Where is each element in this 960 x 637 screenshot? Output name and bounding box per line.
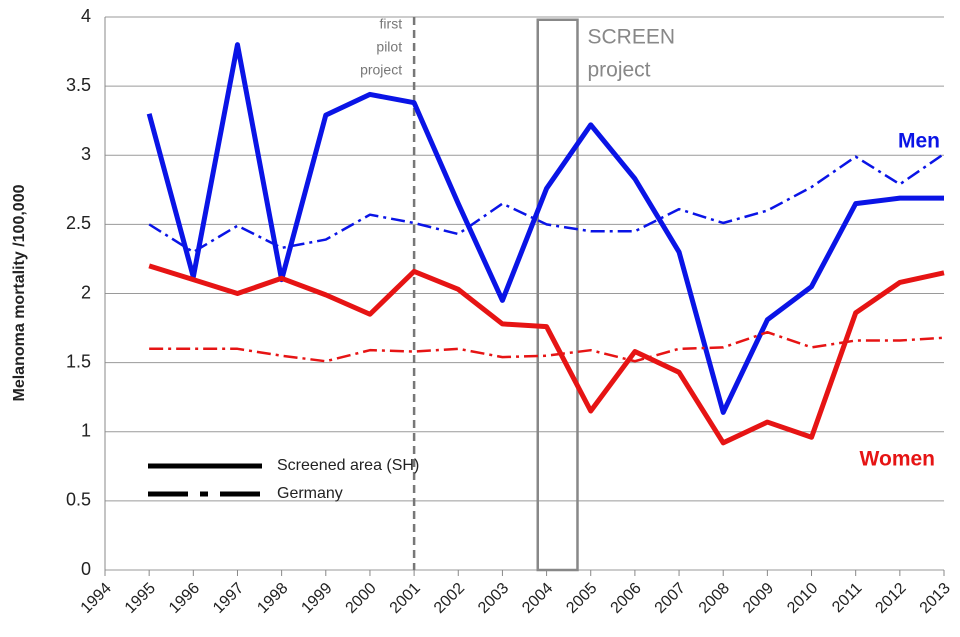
x-tick-label: 2011 xyxy=(829,580,865,616)
annotation-text: project xyxy=(360,62,402,78)
x-tick-label: 1996 xyxy=(166,580,203,617)
y-tick-label: 3 xyxy=(81,144,91,164)
x-tick-label: 1994 xyxy=(78,580,115,617)
y-tick-label: 3.5 xyxy=(66,75,91,95)
y-tick-label: 0.5 xyxy=(66,490,91,510)
x-tick-label: 2009 xyxy=(740,580,777,617)
annotation-text: SCREEN xyxy=(587,26,675,49)
x-tick-label: 2010 xyxy=(784,580,821,617)
series-line xyxy=(146,42,944,415)
group-label: Men xyxy=(898,130,940,153)
y-tick-label: 1 xyxy=(81,421,91,441)
x-tick-label: 2006 xyxy=(608,580,645,617)
x-tick-label: 2012 xyxy=(872,580,909,617)
screen-box xyxy=(536,18,579,572)
x-tick-label: 1997 xyxy=(210,580,247,617)
x-tick-label: 2005 xyxy=(563,580,600,617)
legend-label: Germany xyxy=(277,485,343,502)
y-tick-label: 2.5 xyxy=(66,213,91,233)
series-line xyxy=(149,330,945,363)
x-tick-label: 2002 xyxy=(431,580,468,617)
x-tick-label: 2007 xyxy=(652,580,689,617)
x-tick-label: 2008 xyxy=(696,580,733,617)
x-tick-label: 2000 xyxy=(343,580,380,617)
y-tick-label: 0 xyxy=(81,559,91,579)
x-tick-label: 1999 xyxy=(298,580,335,617)
series-line xyxy=(148,263,945,446)
annotation-text: pilot xyxy=(376,39,402,55)
x-tick-label: 1995 xyxy=(122,580,159,617)
y-tick-label: 2 xyxy=(81,282,91,302)
annotation-text: project xyxy=(587,59,650,82)
group-label: Women xyxy=(860,448,935,471)
legend-label: Screened area (SH) xyxy=(277,457,419,474)
y-axis-label: Melanoma mortality /100,000 xyxy=(11,184,28,401)
series-line xyxy=(148,152,945,254)
x-tick-label: 2003 xyxy=(475,580,512,617)
y-tick-label: 4 xyxy=(81,6,91,26)
y-tick-label: 1.5 xyxy=(66,351,91,371)
x-tick-label: 2001 xyxy=(387,580,424,617)
x-tick-label: 2004 xyxy=(519,580,556,617)
x-tick-label: 2013 xyxy=(917,580,954,617)
x-tick-label: 1998 xyxy=(254,580,291,617)
annotation-text: first xyxy=(380,16,403,32)
